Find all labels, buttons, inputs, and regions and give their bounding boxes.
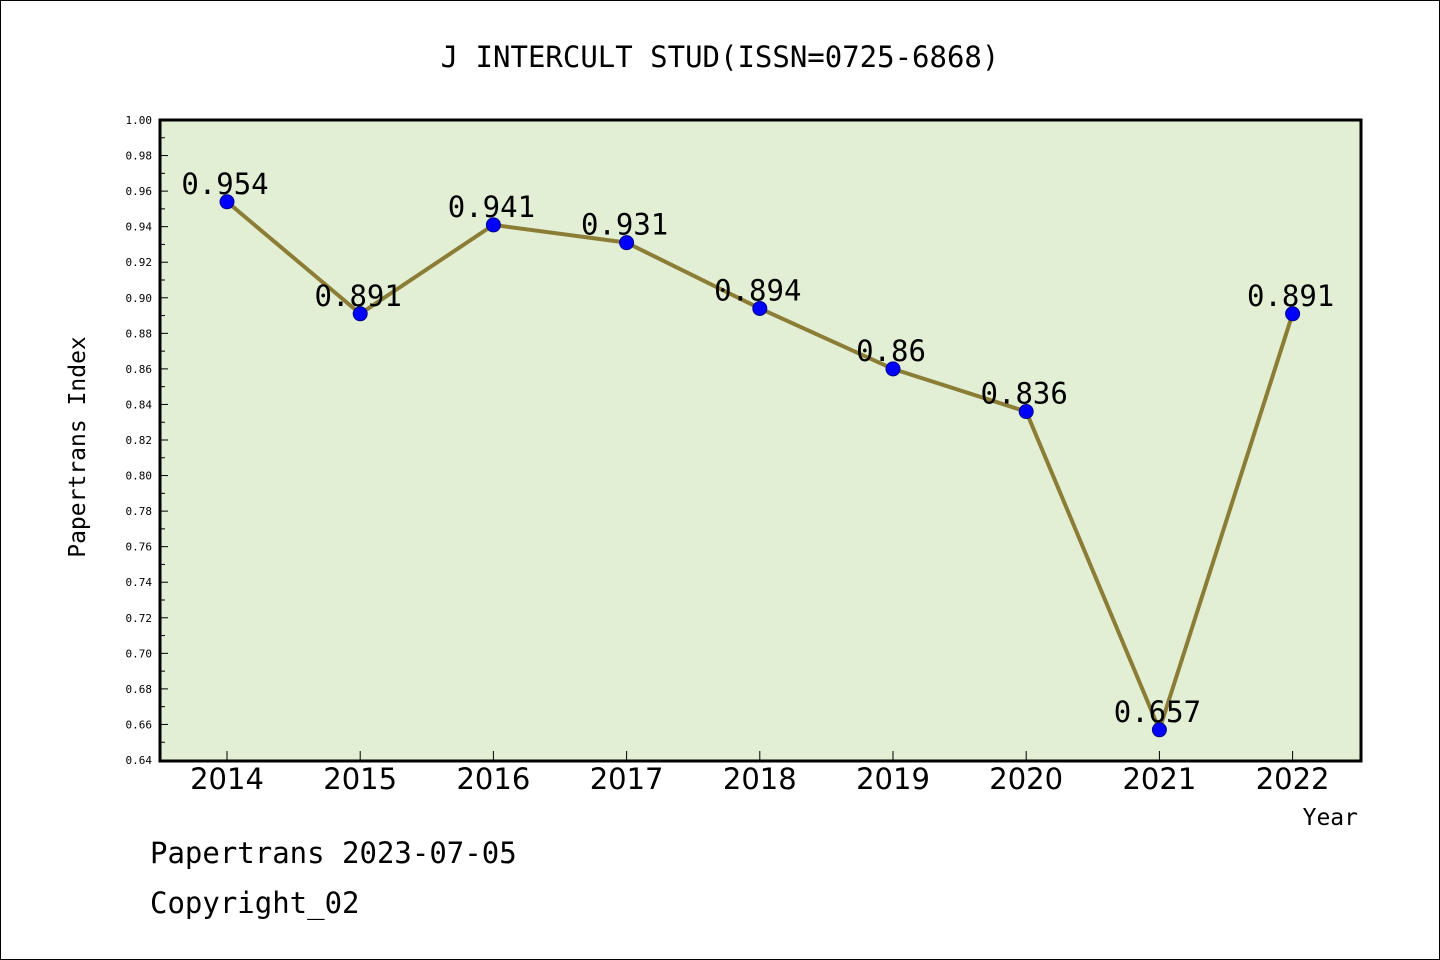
data-label: 0.954 bbox=[181, 167, 268, 201]
data-label: 0.931 bbox=[581, 208, 668, 242]
y-tick-label: 0.84 bbox=[126, 398, 153, 411]
y-tick-label: 0.64 bbox=[126, 754, 153, 767]
y-tick-label: 0.74 bbox=[126, 576, 153, 589]
x-tick-label: 2017 bbox=[590, 762, 664, 796]
data-point bbox=[485, 217, 501, 233]
x-tick-label: 2022 bbox=[1256, 762, 1330, 796]
y-tick-label: 0.92 bbox=[126, 256, 153, 269]
data-point bbox=[1018, 404, 1034, 420]
data-label: 0.891 bbox=[1247, 279, 1334, 313]
data-label: 0.86 bbox=[856, 334, 926, 368]
x-tick-label: 2014 bbox=[190, 762, 264, 796]
y-tick-label: 0.96 bbox=[126, 185, 153, 198]
data-point bbox=[219, 194, 235, 210]
data-label: 0.657 bbox=[1114, 695, 1201, 729]
data-point bbox=[1285, 306, 1301, 322]
y-tick-label: 0.86 bbox=[126, 363, 153, 376]
y-tick-label: 0.72 bbox=[126, 612, 153, 625]
y-tick-label: 0.78 bbox=[126, 505, 153, 518]
x-tick-label: 2015 bbox=[323, 762, 397, 796]
y-axis-label: Papertrans Index bbox=[65, 336, 91, 558]
y-tick-label: 0.88 bbox=[126, 327, 153, 340]
copyright-text: Copyright_02 bbox=[150, 886, 360, 920]
x-tick-label: 2020 bbox=[989, 762, 1063, 796]
y-tick-label: 0.82 bbox=[126, 434, 153, 447]
y-axis: 0.64 0.66 0.68 0.70 0.72 0.74 0.76 0.78 0.80 0.82… bbox=[126, 114, 168, 767]
y-tick-label: 0.98 bbox=[126, 150, 153, 163]
y-tick-label: 0.90 bbox=[126, 292, 153, 305]
data-labels: 0.954 0.891 0.941 0.931 0.894 0.86 0.836 0.657 0… bbox=[181, 167, 1334, 729]
data-label: 0.894 bbox=[714, 273, 801, 307]
x-tick-label: 2018 bbox=[723, 762, 797, 796]
data-point bbox=[885, 361, 901, 377]
plot-border bbox=[158, 118, 1363, 763]
y-tick-label: 0.80 bbox=[126, 470, 153, 483]
data-point bbox=[752, 300, 768, 316]
x-axis-label: Year bbox=[1303, 805, 1358, 831]
y-tick-label: 0.68 bbox=[126, 683, 153, 696]
y-tick-label: 1.00 bbox=[126, 114, 153, 127]
x-tick-label: 2016 bbox=[456, 762, 530, 796]
data-point bbox=[1151, 722, 1167, 738]
x-tick-label: 2021 bbox=[1122, 762, 1196, 796]
data-label: 0.941 bbox=[448, 190, 535, 224]
chart-title: J INTERCULT STUD(ISSN=0725-6868) bbox=[441, 40, 1000, 74]
y-tick-label: 0.76 bbox=[126, 541, 153, 554]
x-tick-label: 2019 bbox=[856, 762, 930, 796]
data-point bbox=[619, 235, 635, 251]
data-label: 0.891 bbox=[315, 279, 402, 313]
y-tick-label: 0.94 bbox=[126, 221, 153, 234]
data-point bbox=[352, 306, 368, 322]
plot-area bbox=[160, 120, 1361, 761]
y-tick-label: 0.66 bbox=[126, 718, 153, 731]
source-date-text: Papertrans 2023-07-05 bbox=[150, 836, 517, 870]
y-tick-label: 0.70 bbox=[126, 647, 153, 660]
x-axis: 2014 2015 2016 2017 2018 2019 2020 2021 2022 bbox=[190, 751, 1330, 796]
data-label: 0.836 bbox=[981, 377, 1068, 411]
series-markers bbox=[219, 194, 1301, 738]
